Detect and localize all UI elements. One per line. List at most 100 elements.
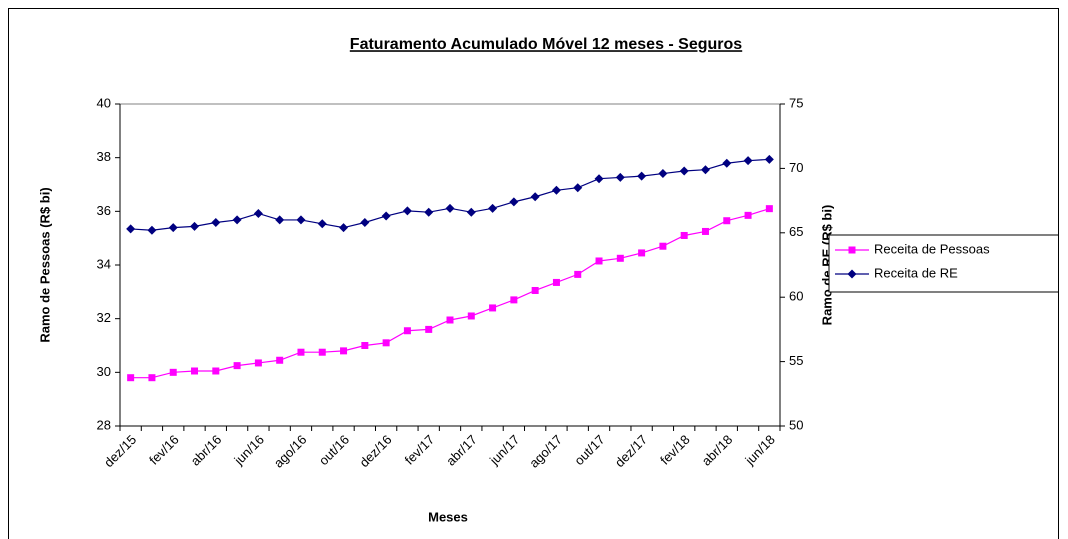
marker xyxy=(488,203,498,213)
y-tick-label: 38 xyxy=(97,149,111,164)
chart-frame xyxy=(8,8,1059,539)
marker xyxy=(254,359,262,367)
y2-tick-label: 65 xyxy=(789,224,803,239)
marker xyxy=(847,269,857,279)
marker xyxy=(594,174,604,184)
y-tick-label: 34 xyxy=(97,256,111,271)
x-tick-label: ago/17 xyxy=(526,432,565,471)
marker xyxy=(212,367,220,375)
x-tick-label: jun/17 xyxy=(486,432,522,468)
marker xyxy=(700,165,710,175)
marker xyxy=(466,207,476,217)
chart-title: Faturamento Acumulado Móvel 12 meses - S… xyxy=(350,36,743,53)
marker xyxy=(848,246,856,254)
x-tick-label: out/17 xyxy=(571,432,607,468)
x-tick-label: fev/17 xyxy=(402,432,438,468)
x-tick-label: fev/16 xyxy=(146,432,182,468)
marker xyxy=(446,316,454,324)
x-tick-label: fev/18 xyxy=(657,432,693,468)
marker xyxy=(297,348,305,356)
marker xyxy=(445,203,455,213)
marker xyxy=(381,211,391,221)
y2-tick-label: 60 xyxy=(789,289,803,304)
marker xyxy=(467,312,475,320)
x-tick-label: dez/17 xyxy=(612,432,650,470)
marker xyxy=(764,154,774,164)
marker xyxy=(232,215,242,225)
x-tick-label: abr/17 xyxy=(443,432,480,469)
plot-area xyxy=(119,103,781,427)
x-tick-label: dez/15 xyxy=(101,432,139,470)
marker xyxy=(616,254,624,262)
legend-box xyxy=(828,234,1058,293)
marker xyxy=(489,304,497,312)
y2-tick-label: 75 xyxy=(789,95,803,110)
marker xyxy=(552,278,560,286)
marker xyxy=(595,257,603,265)
legend-label: Receita de RE xyxy=(874,265,958,280)
y-tick-label: 28 xyxy=(97,417,111,432)
marker xyxy=(615,172,625,182)
legend-label: Receita de Pessoas xyxy=(874,241,990,256)
marker xyxy=(190,221,200,231)
marker xyxy=(722,158,732,168)
marker xyxy=(723,217,731,225)
x-tick-label: abr/18 xyxy=(699,432,736,469)
marker xyxy=(233,362,241,370)
y-tick-label: 30 xyxy=(97,364,111,379)
marker xyxy=(318,348,326,356)
marker xyxy=(191,367,199,375)
marker xyxy=(509,197,519,207)
marker xyxy=(659,242,667,250)
y2-tick-label: 55 xyxy=(789,353,803,368)
marker xyxy=(510,296,518,304)
y-tick-label: 36 xyxy=(97,203,111,218)
marker xyxy=(637,171,647,181)
y-tick-label: 40 xyxy=(97,95,111,110)
marker xyxy=(744,211,752,219)
marker xyxy=(361,342,369,349)
y-axis-title: Ramo de Pessoas (R$ bi) xyxy=(37,187,52,342)
marker xyxy=(530,192,540,202)
marker xyxy=(126,224,136,234)
y2-tick-label: 70 xyxy=(789,160,803,175)
marker xyxy=(127,374,135,382)
x-tick-label: jun/16 xyxy=(231,432,267,468)
marker xyxy=(573,183,583,193)
x-tick-label: dez/16 xyxy=(356,432,394,470)
y2-tick-label: 50 xyxy=(789,417,803,432)
marker xyxy=(382,339,390,347)
marker xyxy=(276,356,284,364)
marker xyxy=(424,207,434,217)
series-line xyxy=(130,158,770,231)
marker xyxy=(403,327,411,335)
marker xyxy=(425,325,433,333)
series-line xyxy=(130,208,770,379)
marker xyxy=(701,227,709,235)
plot: 28 30 32 34 36 38 40 50 55 60 65 70 75 dez/15 fev/16 ab… xyxy=(97,95,1058,471)
marker xyxy=(551,185,561,195)
marker xyxy=(531,286,539,294)
marker xyxy=(148,374,156,382)
marker xyxy=(296,215,306,225)
x-axis-title: Meses xyxy=(428,509,468,524)
marker xyxy=(743,156,753,166)
marker xyxy=(211,217,221,227)
marker xyxy=(168,223,178,233)
marker xyxy=(339,223,349,233)
marker xyxy=(360,217,370,227)
marker xyxy=(317,219,327,229)
marker xyxy=(658,169,668,179)
marker xyxy=(253,208,263,218)
y-tick-label: 32 xyxy=(97,310,111,325)
x-tick-label: ago/16 xyxy=(271,432,310,471)
x-tick-label: jun/18 xyxy=(742,432,778,468)
marker xyxy=(169,368,177,376)
marker xyxy=(147,225,157,235)
marker xyxy=(680,231,688,239)
marker xyxy=(574,270,582,278)
marker xyxy=(679,166,689,176)
marker xyxy=(402,206,412,216)
marker xyxy=(340,347,348,355)
